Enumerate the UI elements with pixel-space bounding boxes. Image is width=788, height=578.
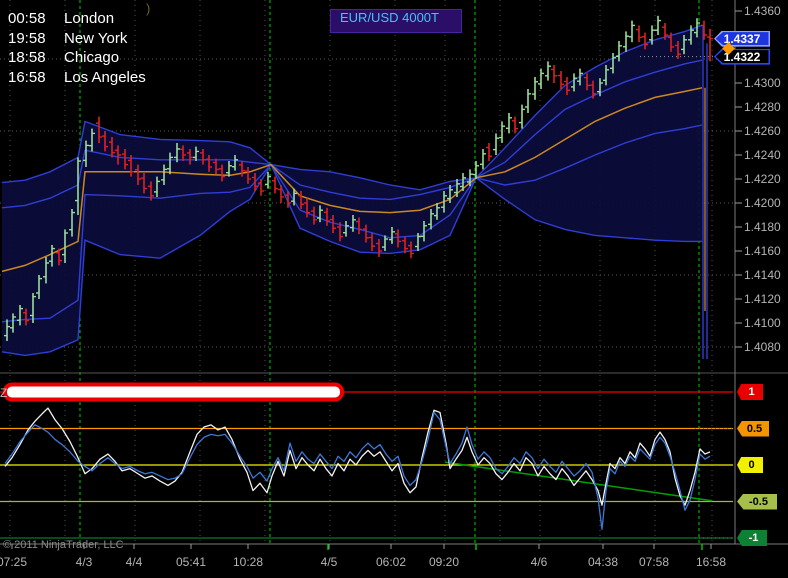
oscillator-line-white [4, 407, 711, 506]
oscillator-line-blue [4, 411, 711, 530]
highlight-capsule-annotation[interactable] [3, 382, 344, 402]
band-indicator [1, 24, 708, 359]
oscillator-panel [0, 391, 735, 539]
panel-frame [0, 0, 788, 550]
trendline-annotation [444, 461, 713, 502]
candlesticks [4, 15, 713, 341]
oscillator-lines [4, 407, 711, 530]
